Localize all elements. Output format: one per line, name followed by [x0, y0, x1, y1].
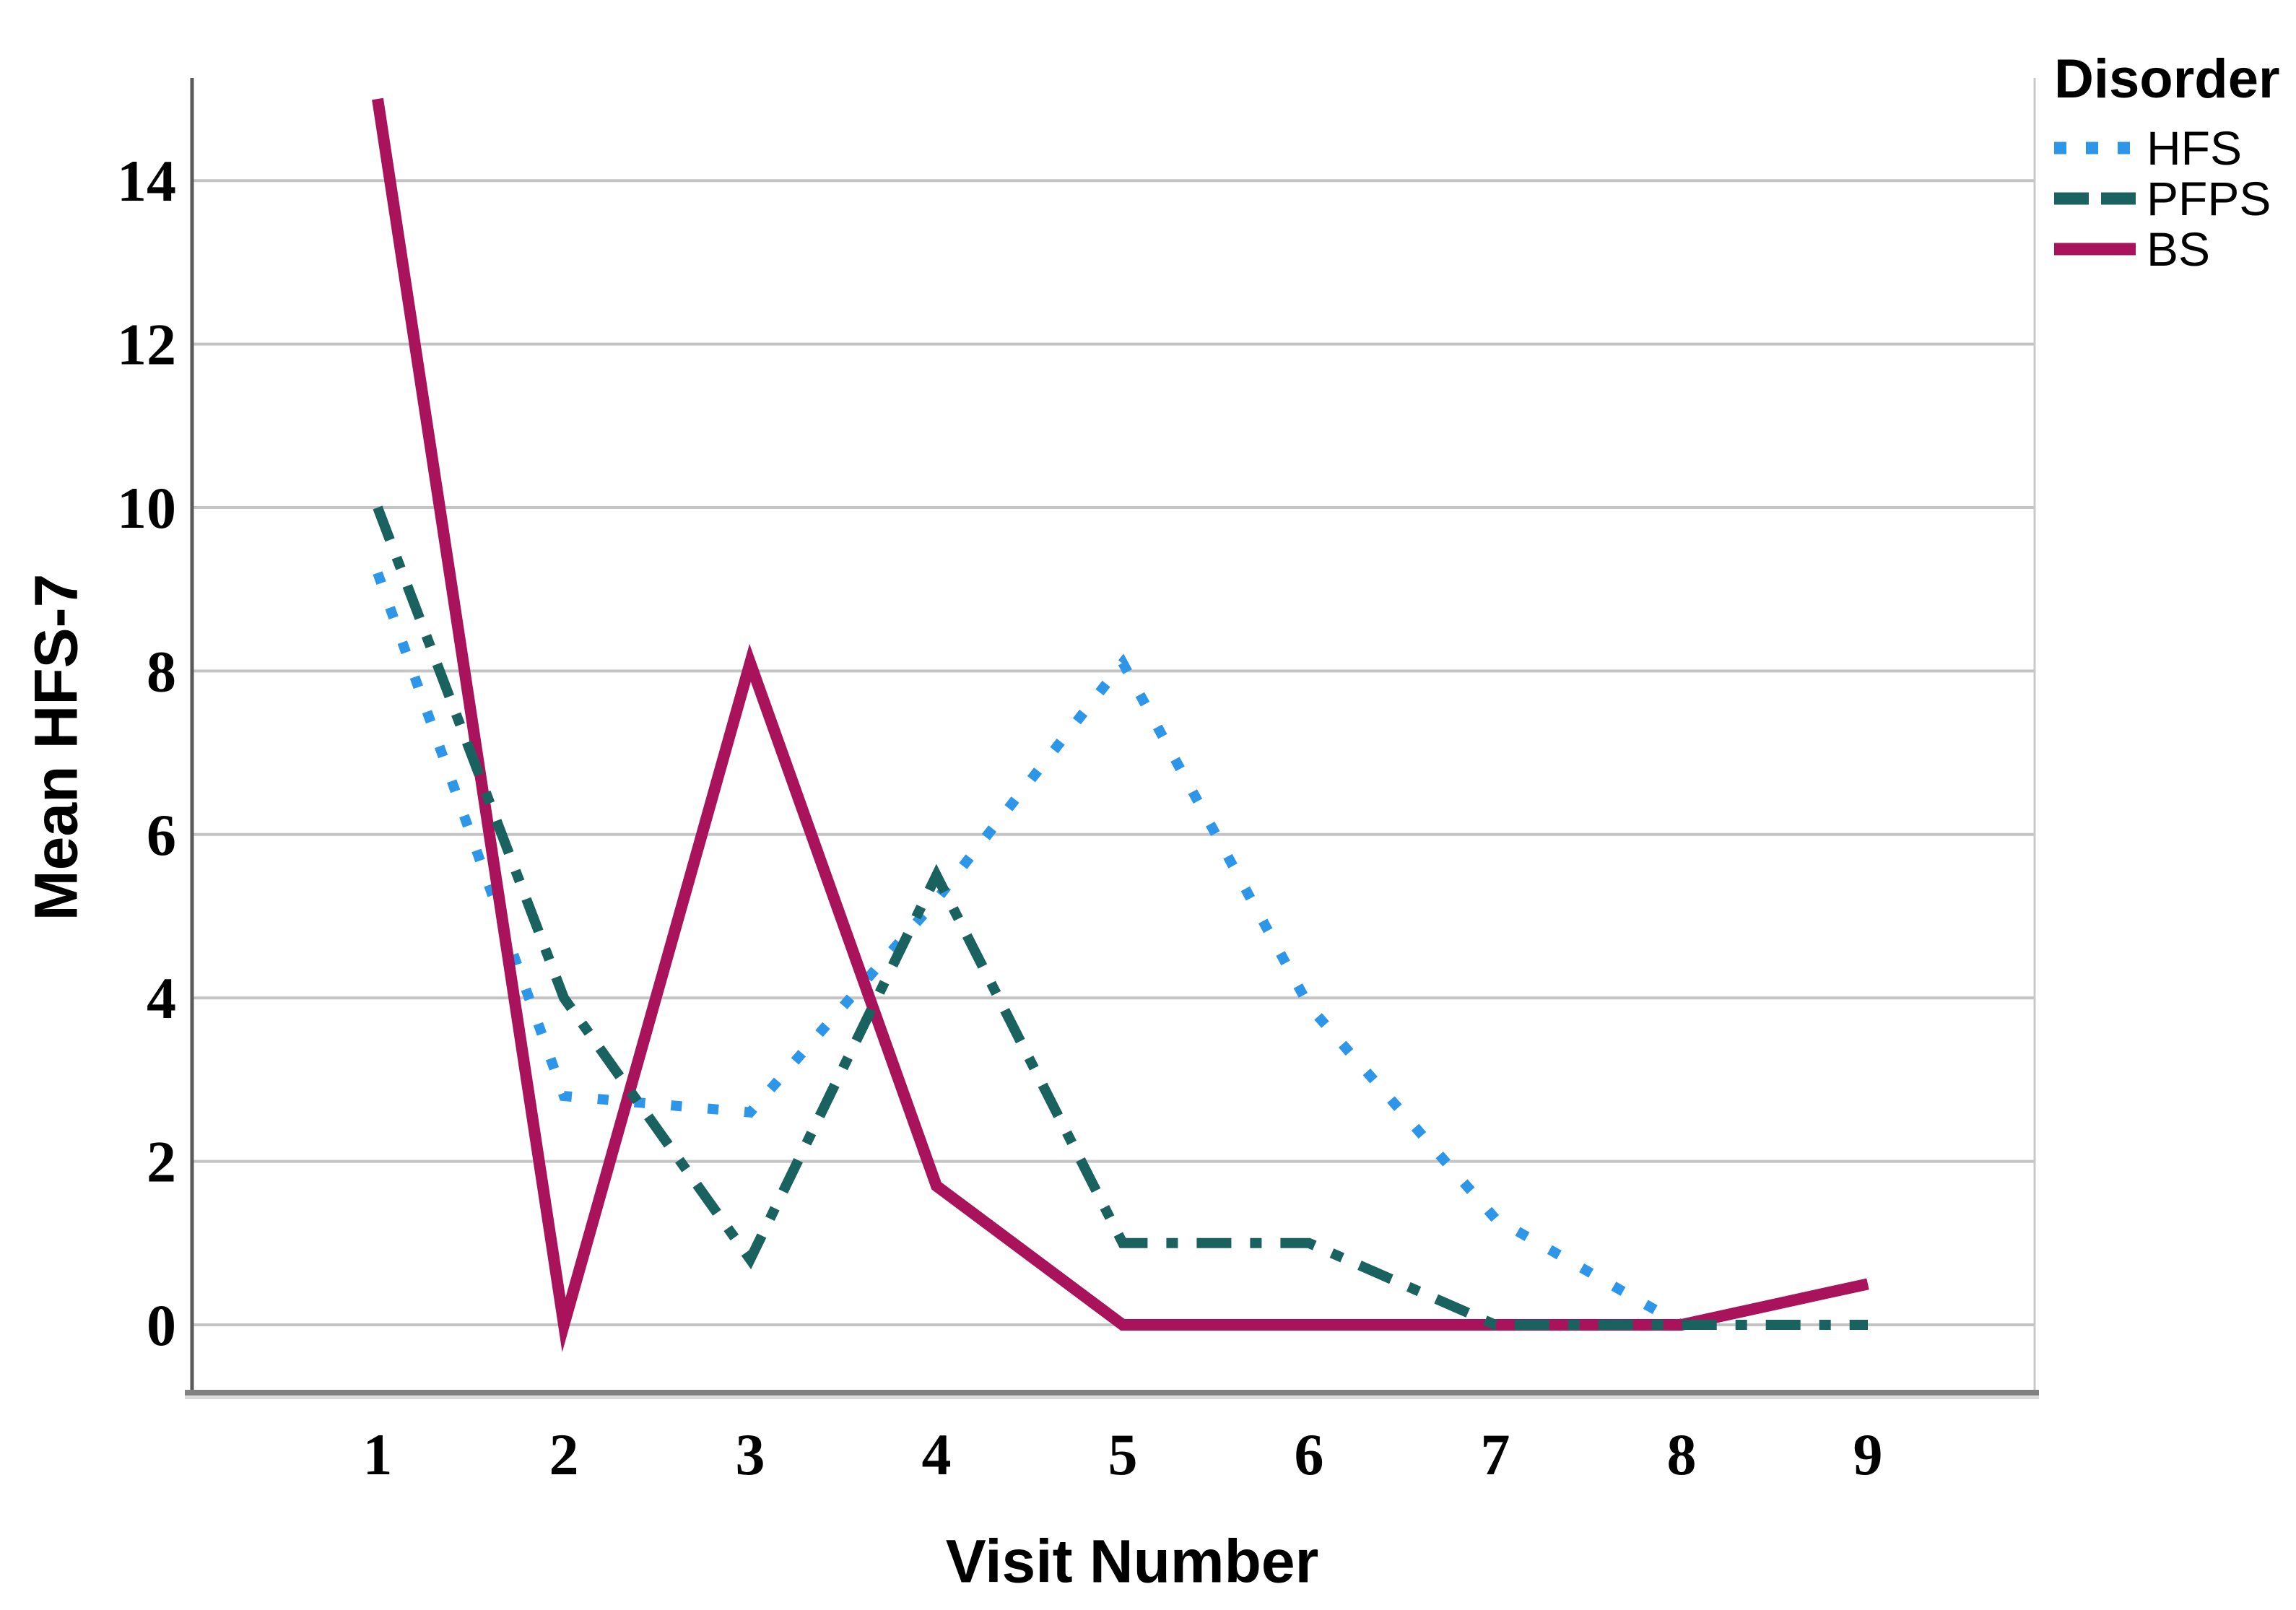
legend-item-pfps: PFPS: [2054, 175, 2280, 222]
y-tick-label-10: 10: [117, 475, 176, 541]
legend: Disorder HFS PFPS BS: [2054, 51, 2280, 276]
x-axis-title: Visit Number: [945, 1527, 1319, 1596]
legend-label-pfps: PFPS: [2147, 172, 2271, 225]
x-tick-label-2: 2: [549, 1422, 579, 1487]
legend-sample-hfs-line: [2054, 142, 2136, 155]
x-tick-label-9: 9: [1853, 1422, 1883, 1487]
x-tick-label-5: 5: [1108, 1422, 1138, 1487]
y-tick-label-14: 14: [117, 148, 176, 214]
y-tick-label-6: 6: [147, 802, 176, 868]
legend-title: Disorder: [2054, 48, 2280, 110]
x-tick-label-7: 7: [1481, 1422, 1510, 1487]
legend-item-hfs: HFS: [2054, 124, 2280, 172]
series-line-hfs: [373, 571, 1684, 1330]
x-tick-label-4: 4: [922, 1422, 952, 1487]
legend-label-bs: BS: [2147, 222, 2211, 276]
legend-sample-pfps-line: [2054, 192, 2136, 205]
x-tick-label-3: 3: [736, 1422, 765, 1487]
series-line-bs: [372, 97, 1869, 1352]
y-tick-label-4: 4: [147, 965, 176, 1031]
legend-item-bs: BS: [2054, 225, 2280, 273]
x-tick-label-6: 6: [1295, 1422, 1324, 1487]
y-tick-label-2: 2: [147, 1129, 176, 1195]
x-tick-label-8: 8: [1667, 1422, 1697, 1487]
y-tick-label-0: 0: [147, 1292, 176, 1358]
y-tick-label-12: 12: [117, 312, 176, 378]
legend-sample-bs-line: [2054, 243, 2136, 256]
y-axis-title: Mean HFS-7: [22, 573, 90, 921]
y-tick-label-8: 8: [147, 638, 176, 704]
x-tick-label-1: 1: [363, 1422, 393, 1487]
legend-items: HFS PFPS BS: [2054, 124, 2280, 276]
series-line-pfps: [373, 505, 1868, 1330]
legend-label-hfs: HFS: [2147, 121, 2242, 175]
